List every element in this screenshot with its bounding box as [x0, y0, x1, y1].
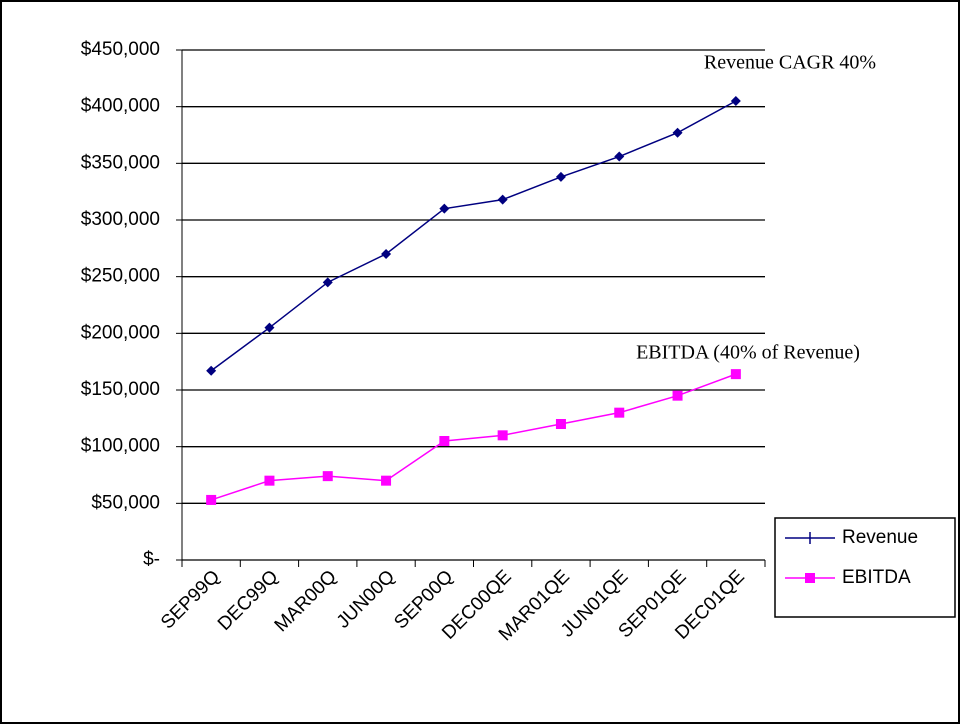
marker: [672, 127, 683, 138]
marker: [614, 407, 625, 418]
marker: [206, 365, 217, 376]
series-line: [210, 373, 737, 501]
marker: [264, 475, 275, 486]
marker: [381, 249, 392, 259]
legend-label: Revenue: [842, 527, 918, 548]
marker: [381, 475, 392, 486]
y-tick-label: $200,000: [81, 322, 160, 343]
marker: [439, 203, 450, 214]
annotation: Revenue CAGR 40%: [704, 52, 876, 74]
annotation: EBITDA (40% of Revenue): [636, 342, 860, 364]
marker: [555, 419, 566, 429]
legend-swatch: [805, 573, 815, 583]
marker: [614, 151, 625, 162]
marker: [322, 471, 333, 482]
legend-box: [774, 517, 956, 618]
y-tick-label: $100,000: [81, 436, 160, 457]
y-tick-label: $-: [143, 549, 160, 570]
marker: [497, 430, 508, 441]
y-tick-label: $250,000: [81, 266, 160, 287]
marker: [206, 494, 217, 505]
marker: [730, 369, 741, 380]
y-tick-label: $350,000: [81, 152, 160, 173]
y-tick-label: $150,000: [81, 379, 160, 400]
marker: [439, 436, 450, 446]
y-tick-label: $400,000: [81, 96, 160, 117]
marker: [322, 277, 333, 288]
marker: [264, 322, 275, 333]
y-tick-label: $50,000: [91, 492, 160, 513]
series-line: [210, 100, 737, 372]
marker: [497, 194, 508, 205]
marker: [555, 171, 566, 182]
y-tick-label: $450,000: [81, 39, 160, 60]
legend-label: EBITDA: [842, 567, 911, 588]
y-tick-label: $300,000: [81, 209, 160, 230]
marker: [672, 390, 683, 401]
marker: [730, 96, 741, 106]
